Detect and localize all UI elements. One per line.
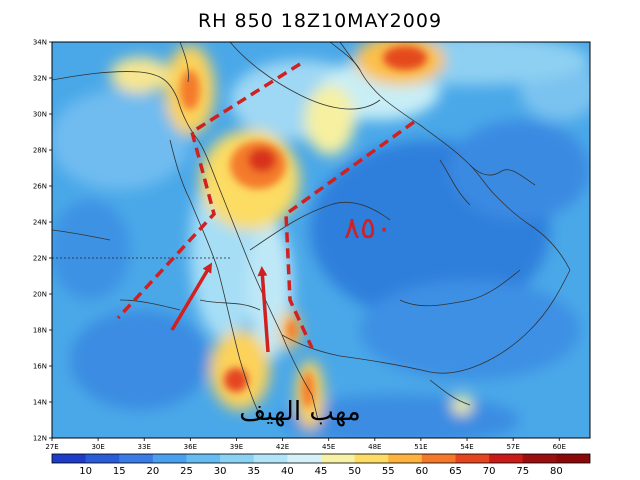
- plot-frame: [51, 41, 591, 439]
- colorbar-swatch: [321, 454, 356, 463]
- lon-tick-label: 42E: [276, 443, 289, 451]
- lat-tick-label: 18N: [33, 327, 47, 335]
- caption-annotation: مهب الهيف: [239, 397, 361, 427]
- colorbar-label: 65: [449, 466, 462, 477]
- trough-lines: [116, 62, 416, 349]
- colorbar-label: 70: [483, 466, 496, 477]
- lon-tick-label: 51E: [414, 443, 427, 451]
- lat-tick-label: 34N: [33, 39, 47, 47]
- flow-arrows: [170, 262, 270, 353]
- colorbar-swatch: [85, 454, 120, 463]
- colorbar-label: 35: [247, 466, 260, 477]
- colorbar-swatch: [388, 454, 423, 463]
- colorbar-swatch: [220, 454, 255, 463]
- colorbar-swatch: [354, 454, 389, 463]
- rh-field: [52, 42, 590, 438]
- colorbar-label: 80: [550, 466, 563, 477]
- lat-tick-label: 12N: [33, 435, 47, 443]
- colorbar-swatch: [186, 454, 221, 463]
- colorbar-label: 55: [382, 466, 395, 477]
- colorbar-swatch: [421, 454, 456, 463]
- lat-tick-label: 14N: [33, 399, 47, 407]
- colorbar-swatch: [52, 454, 87, 463]
- colorbar-label: 30: [214, 466, 227, 477]
- colorbar-swatch: [489, 454, 524, 463]
- colorbar-swatch: [556, 454, 590, 463]
- colorbar-swatch: [522, 454, 557, 463]
- colorbar-label: 45: [315, 466, 328, 477]
- lat-tick-label: 28N: [33, 147, 47, 155]
- colorbar: 10 15 20 25 30 35 40 45 50 55 60 65 70 75 80: [51, 453, 591, 477]
- arrow-north: [257, 266, 270, 353]
- arrow-northeast: [170, 262, 213, 331]
- lat-tick-label: 22N: [33, 255, 47, 263]
- lon-tick-label: 33E: [138, 443, 151, 451]
- colorbar-label: 10: [79, 466, 92, 477]
- colorbar-swatch: [152, 454, 187, 463]
- colorbar-label: 75: [516, 466, 529, 477]
- lon-tick-label: 30E: [91, 443, 104, 451]
- lat-tick-label: 24N: [33, 219, 47, 227]
- colorbar-frame: [51, 453, 591, 464]
- lon-tick-label: 60E: [553, 443, 566, 451]
- lon-tick-label: 27E: [45, 443, 58, 451]
- colorbar-swatch: [253, 454, 288, 463]
- coastlines: [52, 42, 571, 421]
- lat-axis: 34N 32N 30N 28N 26N 24N 22N 20N 18N 16N 14N 12N: [33, 39, 52, 443]
- colorbar-swatch: [455, 454, 490, 463]
- lon-tick-label: 39E: [230, 443, 243, 451]
- colorbar-label: 15: [113, 466, 126, 477]
- colorbar-label: 50: [348, 466, 361, 477]
- lon-tick-label: 57E: [506, 443, 519, 451]
- lat-tick-label: 26N: [33, 183, 47, 191]
- colorbar-swatch: [119, 454, 154, 463]
- lon-tick-label: 48E: [368, 443, 381, 451]
- lat-tick-label: 32N: [33, 75, 47, 83]
- lat-tick-label: 16N: [33, 363, 47, 371]
- trough-line-east: [284, 120, 416, 349]
- lon-tick-label: 36E: [184, 443, 197, 451]
- colorbar-label: 40: [281, 466, 294, 477]
- lon-tick-label: 45E: [322, 443, 335, 451]
- map-title: RH 850 18Z10MAY2009: [197, 10, 443, 32]
- lon-axis: 27E 30E 33E 36E 39E 42E 45E 48E 51E 54E 57E 60E: [45, 438, 566, 451]
- lon-tick-label: 54E: [460, 443, 473, 451]
- colorbar-swatch: [287, 454, 322, 463]
- lat-tick-label: 20N: [33, 291, 47, 299]
- colorbar-label: 60: [416, 466, 429, 477]
- level-annotation: ٨٥٠: [344, 211, 392, 246]
- colorbar-label: 25: [180, 466, 193, 477]
- lat-tick-label: 30N: [33, 111, 47, 119]
- colorbar-label: 20: [147, 466, 160, 477]
